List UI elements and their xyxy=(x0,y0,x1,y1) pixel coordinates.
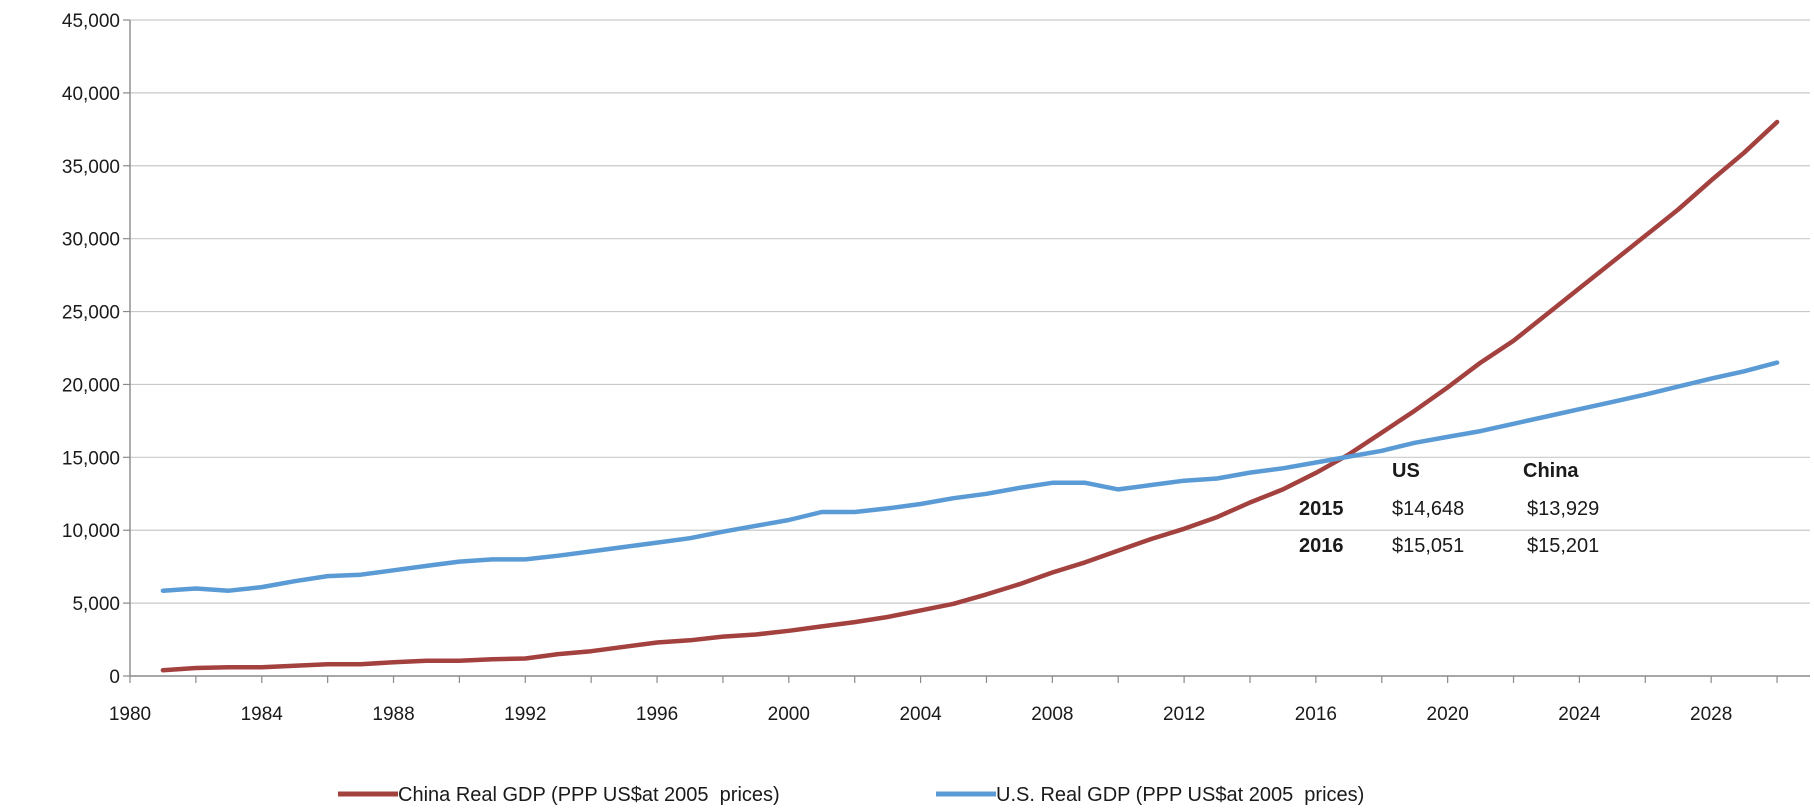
annotation-table: US China 2015 $14,648 $13,929 2016 $15,0… xyxy=(1299,460,1599,557)
y-tick-label: 5,000 xyxy=(72,594,120,615)
series-lines xyxy=(160,119,1780,673)
series-line-china xyxy=(160,119,1780,673)
x-tick-label: 1984 xyxy=(241,704,284,725)
y-tick-label: 40,000 xyxy=(62,84,120,105)
annotation-row-us: $15,051 xyxy=(1392,535,1464,557)
x-tick-label: 2028 xyxy=(1690,704,1732,725)
y-tick-label: 15,000 xyxy=(62,448,120,469)
y-tick-label: 30,000 xyxy=(62,230,120,251)
y-tick-label: 0 xyxy=(109,667,120,688)
x-tick-label: 1988 xyxy=(372,704,414,725)
annotation-row-china: $13,929 xyxy=(1527,498,1599,520)
legend: China Real GDP (PPP US$at 2005 prices) U… xyxy=(338,784,1364,806)
x-tick-label: 1996 xyxy=(636,704,678,725)
y-tick-label: 20,000 xyxy=(62,375,120,396)
x-tick-label: 1992 xyxy=(504,704,546,725)
annotation-row-china: $15,201 xyxy=(1527,535,1599,557)
y-tick-label: 45,000 xyxy=(62,11,120,32)
series-line-us xyxy=(160,360,1780,593)
x-tick-label: 2000 xyxy=(768,704,810,725)
x-tick-label: 2012 xyxy=(1163,704,1205,725)
x-tick-label: 2020 xyxy=(1427,704,1469,725)
x-axis-tick-labels: 1980 1984 1988 1992 1996 2000 2004 2008 2012 2016… xyxy=(109,704,1732,725)
legend-label-us: U.S. Real GDP (PPP US$at 2005 prices) xyxy=(996,784,1364,806)
annotation-row-year: 2016 xyxy=(1299,535,1344,557)
x-tick-label: 2004 xyxy=(899,704,942,725)
axes xyxy=(123,19,1810,683)
x-tick-label: 1980 xyxy=(109,704,151,725)
annotation-header-china: China xyxy=(1523,460,1579,482)
annotation-row-us: $14,648 xyxy=(1392,498,1464,520)
x-tick-label: 2024 xyxy=(1558,704,1601,725)
x-tick-label: 2008 xyxy=(1031,704,1073,725)
legend-label-china: China Real GDP (PPP US$at 2005 prices) xyxy=(398,784,780,806)
y-tick-label: 25,000 xyxy=(62,303,120,324)
annotation-row-year: 2015 xyxy=(1299,498,1344,520)
annotation-header-us: US xyxy=(1392,460,1420,482)
gridlines xyxy=(130,19,1810,604)
y-tick-label: 10,000 xyxy=(62,521,120,542)
y-axis-tick-labels: 0 5,000 10,000 15,000 20,000 25,000 30,000 35,0… xyxy=(62,11,120,688)
x-tick-label: 2016 xyxy=(1295,704,1337,725)
y-tick-label: 35,000 xyxy=(62,157,120,178)
